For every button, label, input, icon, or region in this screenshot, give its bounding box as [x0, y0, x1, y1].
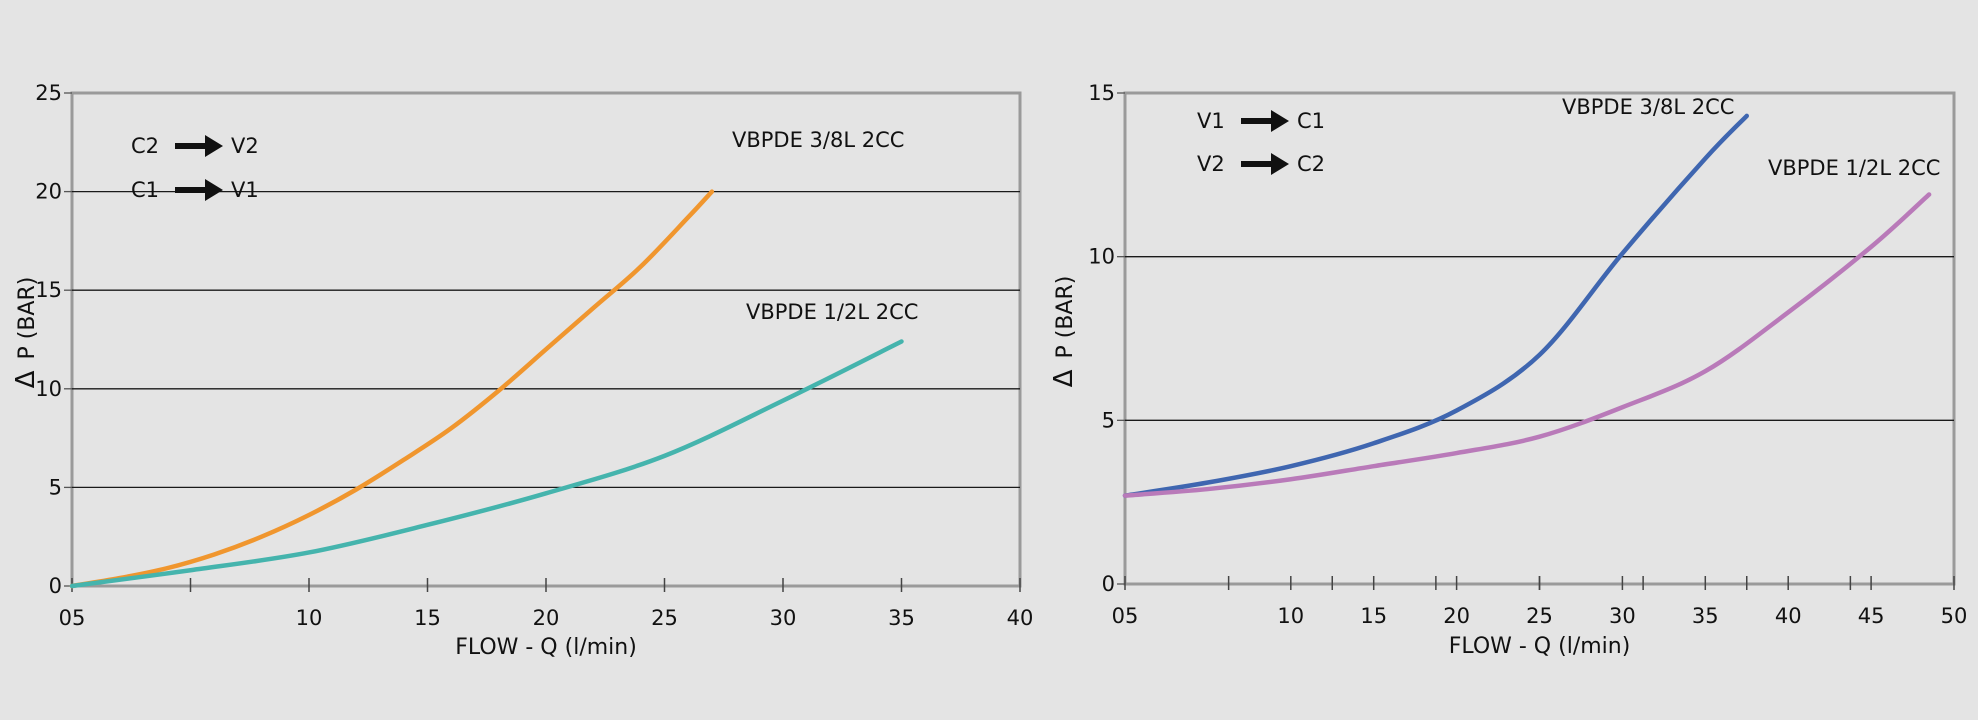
legend-to: V1	[231, 178, 259, 202]
plot-frame	[70, 91, 1022, 588]
y-axis-title-group: Δ P (BAR)	[1049, 276, 1079, 388]
x-axis-title: FLOW - Q (l/min)	[455, 635, 637, 660]
legend-to: V2	[231, 134, 259, 158]
x-tick-label: 10	[296, 606, 323, 630]
y-axis-title-group: Δ P (BAR)	[11, 277, 41, 389]
y-tick-label: 20	[35, 180, 62, 204]
x-tick-label: 10	[1277, 604, 1304, 628]
x-tick-label: 35	[888, 606, 915, 630]
x-tick-label: 20	[533, 606, 560, 630]
series-label: VBPDE 3/8L 2CC	[732, 128, 904, 152]
legend-to: C2	[1297, 152, 1325, 176]
y-tick-label: 5	[1102, 408, 1115, 432]
x-tick-label: 40	[1775, 604, 1802, 628]
series-label: VBPDE 3/8L 2CC	[1562, 95, 1734, 119]
arrow-right-icon	[1241, 153, 1289, 175]
legend-from: V1	[1197, 109, 1225, 133]
legend-from: C1	[131, 178, 159, 202]
legend-from: V2	[1197, 152, 1225, 176]
legend-to: C1	[1297, 109, 1325, 133]
legend-from: C2	[131, 134, 159, 158]
series-line	[1122, 192, 1932, 498]
y-tick-label: 0	[49, 574, 62, 598]
arrow-right-icon	[1241, 110, 1289, 132]
series-line	[1122, 113, 1749, 498]
delta-symbol: Δ	[11, 370, 41, 388]
x-tick-label: 15	[1360, 604, 1387, 628]
x-tick-label: 50	[1941, 604, 1968, 628]
series-label: VBPDE 1/2L 2CC	[746, 300, 918, 324]
y-axis-title: P (BAR)	[15, 277, 40, 360]
x-tick-label: 35	[1692, 604, 1719, 628]
y-tick-label: 10	[1088, 245, 1115, 269]
arrow-right-icon	[175, 179, 223, 201]
x-tick-label: 45	[1858, 604, 1885, 628]
x-tick-label: 25	[1526, 604, 1553, 628]
x-tick-label: 05	[1112, 604, 1139, 628]
series-line	[69, 189, 715, 589]
y-tick-label: 15	[1088, 81, 1115, 105]
x-tick-label: 25	[651, 606, 678, 630]
x-tick-label: 30	[770, 606, 797, 630]
y-tick-label: 5	[49, 475, 62, 499]
x-tick-label: 30	[1609, 604, 1636, 628]
y-tick-label: 25	[35, 81, 62, 105]
delta-symbol: Δ	[1049, 369, 1079, 387]
x-tick-label: 20	[1443, 604, 1470, 628]
y-axis-title: P (BAR)	[1053, 276, 1078, 359]
x-tick-label: 40	[1007, 606, 1034, 630]
x-tick-label: 05	[59, 606, 86, 630]
series-line	[69, 339, 904, 589]
y-tick-label: 10	[35, 377, 62, 401]
x-tick-label: 15	[414, 606, 441, 630]
x-axis-title: FLOW - Q (l/min)	[1449, 634, 1631, 659]
y-tick-label: 0	[1102, 572, 1115, 596]
arrow-right-icon	[175, 135, 223, 157]
y-tick-label: 15	[35, 278, 62, 302]
series-label: VBPDE 1/2L 2CC	[1768, 156, 1940, 180]
